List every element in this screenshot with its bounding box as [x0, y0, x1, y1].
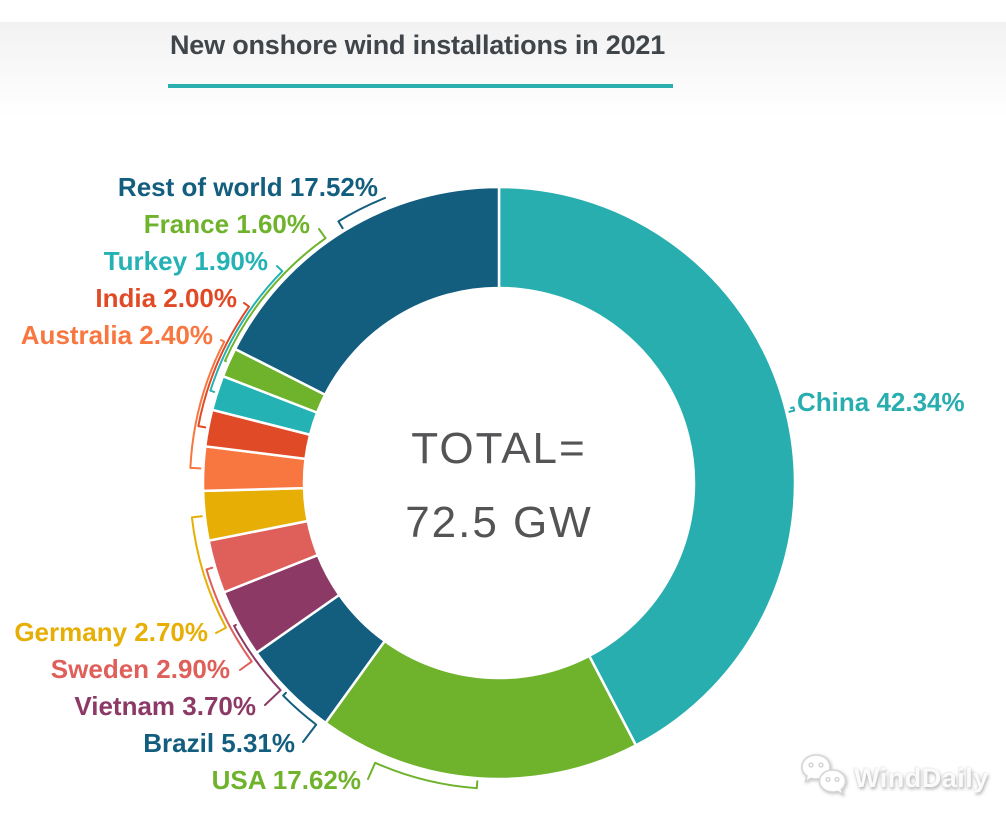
total-value: 72.5 GW: [405, 498, 593, 547]
slice-label-brazil: Brazil 5.31%: [143, 728, 295, 758]
slice-label-turkey: Turkey 1.90%: [103, 246, 268, 276]
slice-label-australia: Australia 2.40%: [20, 320, 213, 350]
slice-label-rest-of-world: Rest of world 17.52%: [117, 172, 378, 202]
leader-india: [197, 302, 251, 429]
leader-china: [788, 406, 796, 413]
slice-label-sweden: Sweden 2.90%: [50, 654, 230, 684]
leader-sweden: [205, 566, 253, 671]
leader-rest-of-world: [337, 196, 386, 230]
slice-label-vietnam: Vietnam 3.70%: [74, 691, 256, 721]
leader-brazil: [282, 691, 318, 743]
slice-usa: [324, 639, 638, 781]
top-gradient-band: [0, 22, 1006, 118]
slice-label-india: India 2.00%: [95, 283, 237, 313]
leader-lines: [189, 196, 796, 790]
slice-label-china: China 42.34%: [797, 387, 965, 417]
slice-china: [497, 185, 797, 747]
slice-label-france: France 1.60%: [143, 209, 310, 239]
total-label: TOTAL=: [411, 424, 587, 473]
leader-australia: [189, 339, 226, 470]
leader-germany: [190, 515, 227, 634]
slice-label-usa: USA 17.62%: [211, 765, 361, 795]
leader-france: [224, 228, 327, 363]
donut-center-total: TOTAL= 72.5 GW: [309, 412, 689, 560]
donut-slices: [201, 185, 797, 781]
wechat-icon: [801, 754, 847, 796]
chart-title: New onshore wind installations in 2021: [170, 30, 666, 60]
watermark-brand: WindDaily: [854, 762, 989, 793]
leader-turkey: [209, 265, 284, 393]
leader-usa: [367, 761, 479, 790]
slice-label-germany: Germany 2.70%: [14, 617, 208, 647]
leader-vietnam: [233, 623, 282, 706]
watermark: WindDaily: [799, 751, 989, 805]
slice-rest-of-world: [233, 185, 501, 396]
title-underline: [168, 84, 673, 88]
